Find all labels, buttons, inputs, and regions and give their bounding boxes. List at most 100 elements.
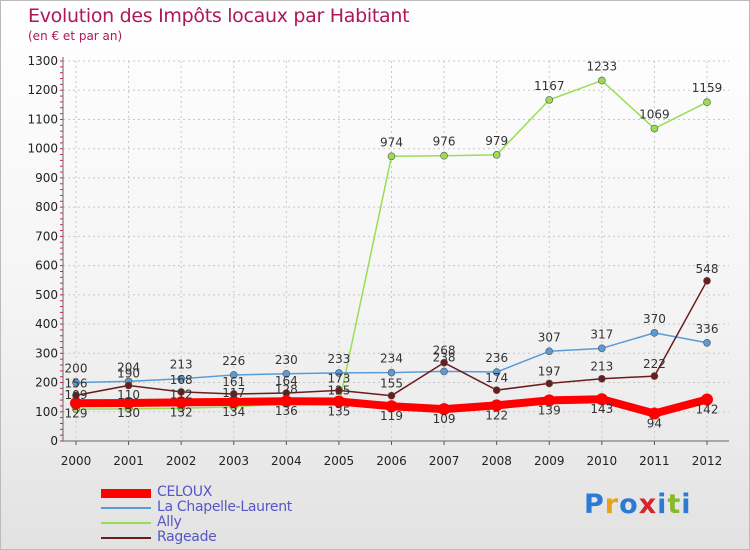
data-point-celoux [70, 397, 82, 410]
data-label-ally: 974 [380, 135, 403, 149]
data-label-ally: 1233 [587, 60, 618, 74]
data-label-celoux: 132 [170, 405, 193, 419]
x-tick-label: 2001 [113, 454, 144, 468]
data-label-la-chapelle-laurent: 226 [222, 354, 245, 368]
logo-letter: r [604, 489, 620, 520]
data-point-celoux [595, 393, 608, 406]
data-point-ally [703, 98, 711, 107]
logo-letter: P [584, 489, 605, 520]
data-point-celoux [438, 403, 451, 416]
x-tick-label: 2011 [639, 454, 670, 468]
data-label-la-chapelle-laurent: 200 [65, 362, 88, 376]
x-tick-label: 2000 [61, 454, 92, 468]
data-label-celoux: 94 [647, 417, 662, 431]
data-point-la-chapelle-laurent [335, 369, 343, 377]
data-label-rageade: 161 [222, 375, 245, 389]
data-label-celoux: 143 [590, 402, 613, 416]
data-label-ally: 1159 [692, 81, 723, 95]
data-point-la-chapelle-laurent [440, 367, 448, 376]
data-point-celoux [648, 407, 661, 420]
data-point-rageade [440, 358, 448, 367]
data-point-celoux [175, 396, 188, 409]
legend-swatch [101, 522, 151, 524]
x-tick-label: 2010 [587, 454, 618, 468]
data-point-celoux [332, 395, 345, 408]
data-point-rageade [545, 379, 554, 388]
data-point-rageade [650, 372, 659, 380]
logo-letter: t [667, 489, 682, 520]
data-point-rageade [124, 381, 133, 390]
data-point-celoux [122, 397, 135, 409]
legend-label: Ally [157, 514, 182, 530]
data-point-la-chapelle-laurent [598, 344, 606, 353]
axes: 0 100 200 300 400 500 600 700 800 900 1000 1100 1200… [27, 54, 729, 468]
data-label-celoux: 130 [117, 406, 140, 420]
data-point-la-chapelle-laurent [229, 371, 238, 379]
data-point-la-chapelle-laurent [545, 347, 554, 356]
logo-letter: i [657, 489, 668, 520]
legend-swatch [101, 537, 151, 539]
y-tick-label: 1300 [27, 54, 58, 68]
y-tick-label: 700 [35, 229, 58, 243]
y-tick-label: 800 [35, 200, 58, 214]
legend-swatch [101, 489, 151, 498]
data-label-ally: 1069 [639, 108, 670, 122]
y-tick-label: 200 [35, 376, 58, 390]
data-point-ally [545, 96, 554, 104]
y-tick-label: 400 [35, 317, 58, 331]
data-label-rageade: 168 [170, 373, 193, 387]
data-label-ally: 125 [327, 383, 350, 397]
data-point-ally [492, 151, 501, 159]
data-label-ally: 128 [275, 383, 298, 397]
data-label-celoux: 119 [380, 409, 403, 423]
data-point-ally [387, 152, 396, 161]
logo-letter: x [638, 489, 658, 520]
data-label-la-chapelle-laurent: 213 [170, 358, 193, 372]
x-tick-label: 2003 [218, 454, 249, 468]
y-tick-label: 0 [50, 434, 58, 448]
chart-title: Evolution des Impôts locaux par Habitant [28, 5, 410, 27]
data-label-rageade: 156 [65, 376, 88, 390]
data-label-celoux: 129 [65, 406, 88, 420]
data-point-celoux [701, 393, 713, 406]
data-label-rageade: 548 [696, 262, 719, 276]
data-label-ally: 112 [170, 387, 193, 401]
data-label-la-chapelle-laurent: 238 [433, 350, 456, 364]
series-layer [70, 76, 713, 420]
data-point-rageade [598, 374, 606, 383]
y-tick-label: 300 [35, 346, 58, 360]
data-label-la-chapelle-laurent: 234 [380, 352, 403, 366]
data-point-ally [598, 76, 606, 85]
data-label-rageade: 190 [117, 366, 140, 380]
data-label-ally: 109 [65, 388, 88, 402]
data-label-la-chapelle-laurent: 236 [485, 351, 508, 365]
data-label-rageade: 164 [275, 374, 298, 388]
data-point-rageade [703, 277, 711, 285]
data-point-ally [440, 151, 448, 160]
data-label-celoux: 139 [538, 403, 561, 417]
legend-label: Rageade [157, 529, 217, 545]
y-tick-label: 1000 [27, 142, 58, 156]
legend-label: CELOUX [157, 484, 212, 500]
logo-letter: i [681, 489, 692, 520]
data-point-rageade [335, 386, 343, 395]
x-tick-label: 2007 [429, 454, 460, 468]
y-tick-label: 500 [35, 288, 58, 302]
y-tick-label: 1200 [27, 83, 58, 97]
data-point-la-chapelle-laurent [177, 374, 185, 383]
data-label-la-chapelle-laurent: 204 [117, 360, 140, 374]
data-point-rageade [492, 386, 501, 394]
data-label-rageade: 173 [327, 371, 350, 385]
proxiti-logo: Proxiti [584, 489, 692, 520]
data-label-celoux: 109 [433, 412, 456, 426]
data-label-rageade: 155 [380, 377, 403, 391]
y-tick-label: 1100 [27, 112, 58, 126]
y-tick-label: 600 [35, 259, 58, 273]
data-label-celoux: 136 [275, 404, 298, 418]
data-label-rageade: 213 [590, 360, 613, 374]
legend-label: La Chapelle-Laurent [157, 499, 292, 515]
x-tick-label: 2012 [692, 454, 723, 468]
data-point-celoux [490, 399, 503, 412]
